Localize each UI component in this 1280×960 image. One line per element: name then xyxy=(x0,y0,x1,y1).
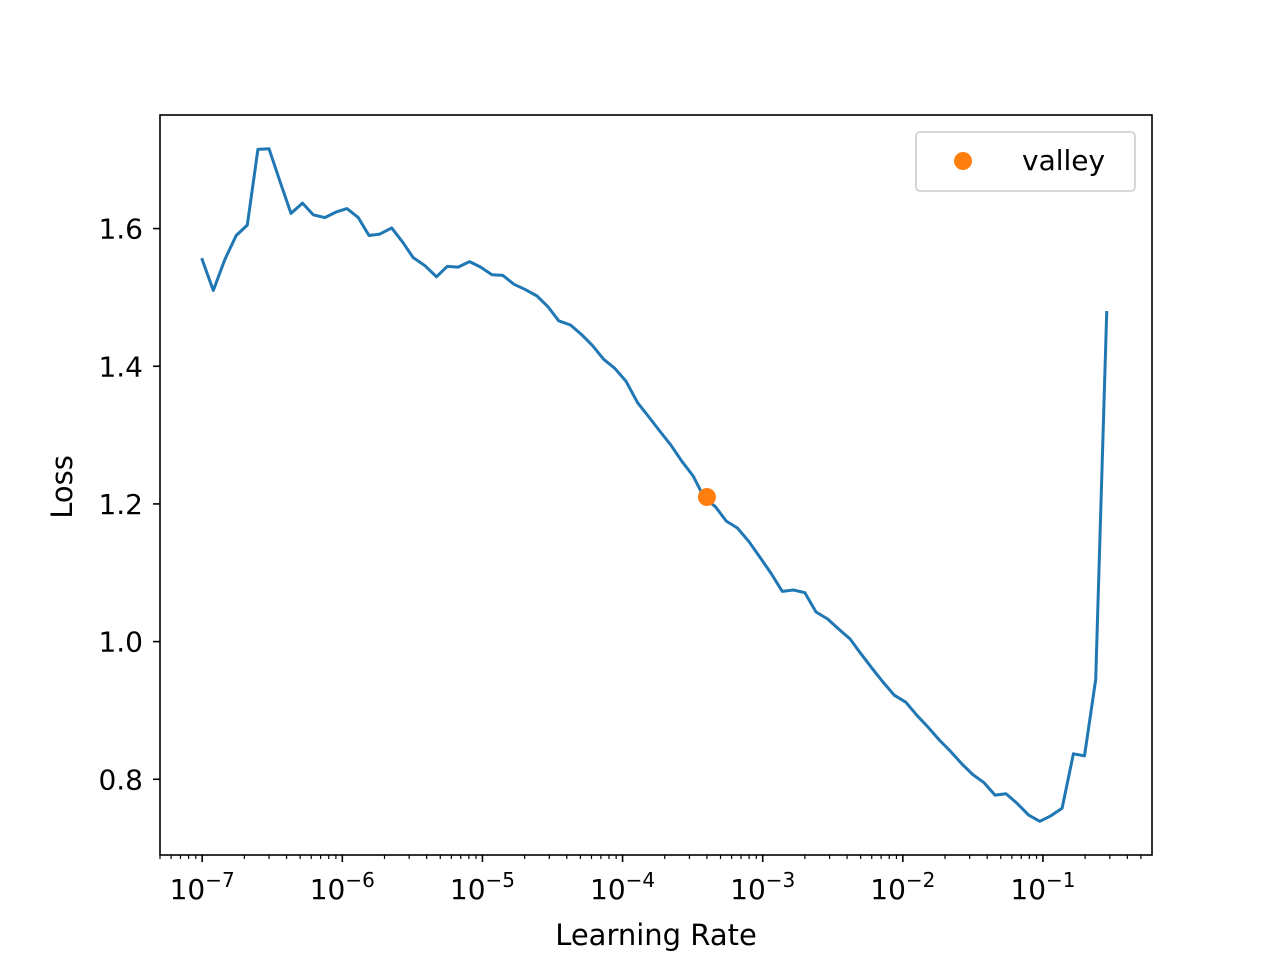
y-tick-label: 1.4 xyxy=(98,350,143,383)
loss-series-line xyxy=(200,147,1109,823)
y-tick-label: 1.6 xyxy=(98,213,143,246)
plot-area xyxy=(160,115,1152,855)
legend-valley-marker xyxy=(954,152,972,170)
legend-valley-label: valley xyxy=(1022,144,1105,177)
legend: valley xyxy=(915,131,1136,192)
legend-box xyxy=(915,131,1136,192)
valley-markers xyxy=(697,488,716,507)
x-axis-ticks: 10−7 10−6 10−5 10−4 10−3 10−2 10−1 xyxy=(170,855,1076,906)
y-axis-label: Loss xyxy=(45,455,79,519)
x-tick-label: 10−6 xyxy=(310,868,375,906)
y-tick-label: 1.0 xyxy=(98,626,143,659)
y-axis-ticks: 0.8 1.0 1.2 1.4 1.6 xyxy=(98,213,160,796)
x-tick-label: 10−4 xyxy=(590,868,655,906)
x-tick-label: 10−5 xyxy=(450,868,515,906)
x-axis-label: Learning Rate xyxy=(555,918,757,952)
x-tick-label: 10−2 xyxy=(870,868,935,906)
y-tick-label: 1.2 xyxy=(98,488,143,521)
valley-point xyxy=(697,488,716,507)
y-tick-label: 0.8 xyxy=(98,763,143,796)
x-tick-label: 10−7 xyxy=(170,868,235,906)
x-tick-label: 10−1 xyxy=(1010,868,1075,906)
x-tick-label: 10−3 xyxy=(730,868,795,906)
plot-frame xyxy=(159,114,1153,856)
